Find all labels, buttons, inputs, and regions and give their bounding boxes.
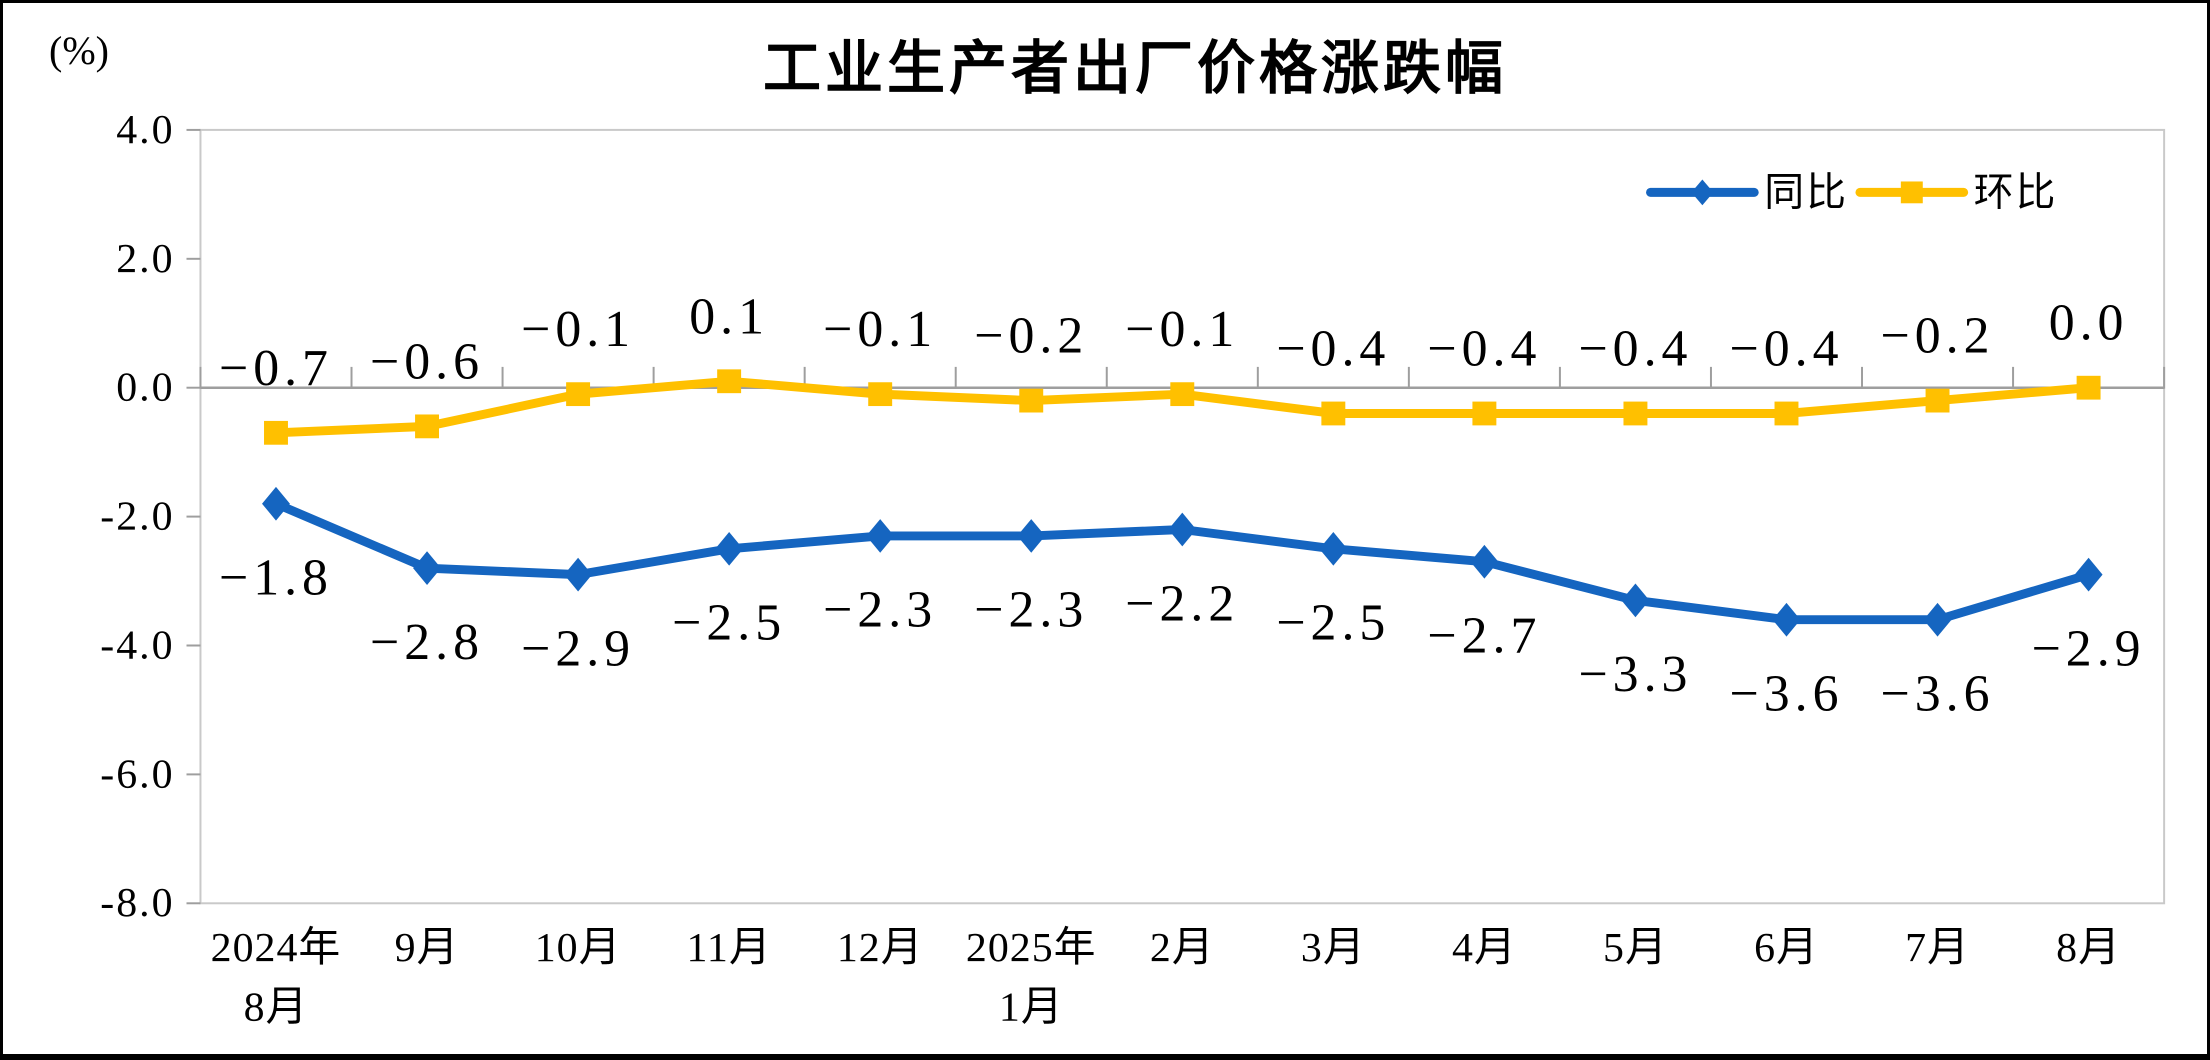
y-axis-tick-label: -4.0 <box>100 623 174 669</box>
yoy-point-marker <box>1923 602 1952 637</box>
yoy-point-label: −2.9 <box>2032 621 2146 678</box>
mom-legend-marker-icon <box>1900 181 1923 204</box>
mom-point-label: −0.7 <box>219 340 333 397</box>
mom-point-marker <box>2076 375 2101 400</box>
yoy-point-marker <box>2074 557 2103 592</box>
mom-point-label: −0.4 <box>1427 321 1541 378</box>
yoy-point-label: −1.8 <box>219 550 333 607</box>
x-axis-category-label: 8月 <box>244 984 309 1030</box>
legend: 同比 环比 <box>1646 170 2058 214</box>
mom-point-marker <box>264 420 288 445</box>
mom-point-label: −0.4 <box>1729 321 1843 378</box>
legend-item-yoy: 同比 <box>1646 170 1848 214</box>
yoy-legend-marker-icon <box>1691 179 1714 206</box>
yoy-point-label: −3.6 <box>1881 666 1995 723</box>
mom-point-marker <box>566 382 591 407</box>
y-axis-tick-label: -2.0 <box>100 494 174 540</box>
mom-point-marker <box>868 382 893 407</box>
legend-label-yoy: 同比 <box>1764 170 1848 214</box>
x-axis-category-label: 8月 <box>2056 925 2121 971</box>
yoy-point-label: −2.5 <box>672 595 786 652</box>
x-axis-category-label: 2024年 <box>211 924 342 971</box>
x-axis-category-label: 4月 <box>1452 925 1517 971</box>
legend-item-mom: 环比 <box>1855 170 2058 214</box>
chart-title: 工业生产者出厂价格涨跌幅 <box>762 34 1507 102</box>
mom-point-label: −0.1 <box>521 301 635 358</box>
x-axis-category-label: 3月 <box>1301 925 1366 971</box>
mom-point-label: −0.1 <box>823 301 937 358</box>
y-axis-unit-label: (%) <box>49 28 109 73</box>
mom-point-label: −0.4 <box>1276 321 1390 378</box>
mom-point-marker <box>1623 401 1648 426</box>
x-axis-category-label: 2月 <box>1150 925 1215 971</box>
x-axis-category-label: 10月 <box>535 925 622 971</box>
yoy-point-label: −2.2 <box>1125 575 1239 632</box>
x-axis-category-label: 1月 <box>999 984 1064 1030</box>
mom-point-label: 0.0 <box>2049 295 2129 352</box>
mom-point-label: −0.1 <box>1125 301 1239 358</box>
mom-point-label: −0.4 <box>1578 321 1692 378</box>
x-axis-category-label: 6月 <box>1754 925 1819 971</box>
yoy-point-marker <box>1470 544 1499 579</box>
yoy-point-label: −3.3 <box>1578 646 1692 703</box>
mom-point-marker <box>415 414 440 439</box>
y-axis-tick-label: -6.0 <box>100 751 174 797</box>
y-axis-tick-label: 2.0 <box>116 236 174 282</box>
yoy-point-marker <box>866 519 895 553</box>
yoy-point-label: −2.5 <box>1276 595 1390 652</box>
x-axis-category-label: 12月 <box>837 925 924 971</box>
line-chart-canvas: 4.0 2.0 0.0 -2.0 -4.0 -6.0 -8.0 2024年 8月 9月 10月 11月… <box>100 107 2166 1030</box>
x-axis-category-label: 7月 <box>1905 925 1970 971</box>
yoy-point-marker <box>1772 602 1801 637</box>
mom-point-label: 0.1 <box>689 288 769 345</box>
yoy-point-label: −2.3 <box>974 582 1088 639</box>
mom-point-marker <box>1472 401 1497 426</box>
x-axis-category-label: 11月 <box>687 925 772 971</box>
yoy-point-label: −2.8 <box>370 614 484 671</box>
yoy-point-marker <box>1017 519 1046 553</box>
yoy-point-marker <box>1168 512 1197 547</box>
y-axis-tick-label: 0.0 <box>116 365 174 411</box>
y-axis-tick-label: -8.0 <box>100 880 174 926</box>
x-axis-category-label: 9月 <box>395 925 460 971</box>
x-axis-category-label: 5月 <box>1603 925 1668 971</box>
mom-point-marker <box>1925 388 1950 413</box>
yoy-point-marker <box>262 486 290 521</box>
yoy-point-marker <box>715 531 744 566</box>
mom-point-label: −0.2 <box>1881 308 1995 365</box>
yoy-point-label: −2.7 <box>1427 608 1541 665</box>
yoy-point-label: −3.6 <box>1729 666 1843 723</box>
yoy-point-marker <box>1621 583 1650 618</box>
x-axis-category-label: 2025年 <box>966 924 1097 971</box>
legend-label-mom: 环比 <box>1974 170 2058 214</box>
mom-point-marker <box>1774 401 1799 426</box>
mom-point-label: −0.6 <box>370 334 484 391</box>
mom-point-marker <box>1170 382 1195 407</box>
y-axis-tick-label: 4.0 <box>116 107 174 153</box>
yoy-point-marker <box>564 557 593 592</box>
yoy-point-label: −2.3 <box>823 582 937 639</box>
mom-point-label: −0.2 <box>974 308 1088 365</box>
mom-point-marker <box>1019 388 1044 413</box>
yoy-point-marker <box>413 551 441 586</box>
mom-point-marker <box>717 369 742 394</box>
mom-point-marker <box>1321 401 1346 426</box>
yoy-point-label: −2.9 <box>521 621 635 678</box>
yoy-point-marker <box>1319 531 1348 566</box>
